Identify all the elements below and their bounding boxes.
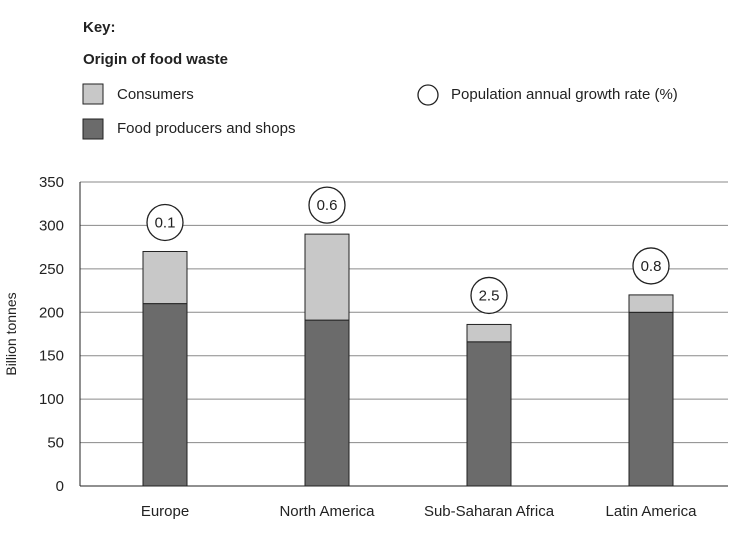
- y-tick-label: 100: [39, 391, 64, 408]
- x-axis-labels: Europe North America Sub-Saharan Africa Lat…: [141, 503, 697, 520]
- bar-segment: [304, 233, 350, 321]
- growth-rate-label: 0.1: [155, 214, 176, 231]
- bar-segment: [142, 303, 188, 487]
- growth-rate-circle: [470, 276, 508, 315]
- y-tick-label: 300: [39, 217, 64, 234]
- legend-title: Key:: [83, 19, 116, 36]
- legend-label-growth-rate: Population annual growth rate (%): [451, 86, 678, 103]
- bar-segment: [142, 250, 188, 305]
- legend: Key: Origin of food waste Consumers Food…: [82, 19, 678, 140]
- bar-segment: [628, 294, 674, 313]
- gridlines: [79, 181, 728, 487]
- bar-segment: [628, 311, 674, 487]
- y-tick-label: 350: [39, 174, 64, 191]
- growth-rate-label: 0.8: [641, 258, 662, 275]
- y-axis-ticks: 0 50 100 150 200 250 300 350: [39, 174, 64, 495]
- legend-label-consumers: Consumers: [117, 86, 194, 103]
- legend-swatch-consumers: [82, 83, 104, 105]
- y-tick-label: 50: [47, 435, 64, 452]
- legend-circle-growth-rate: [417, 84, 439, 106]
- x-tick-label: Sub-Saharan Africa: [424, 503, 555, 520]
- x-tick-label: Latin America: [606, 503, 698, 520]
- legend-swatch-food-producers: [82, 118, 104, 140]
- growth-rate-circle: [632, 247, 670, 285]
- legend-subtitle: Origin of food waste: [83, 51, 228, 68]
- growth-rate-label: 0.6: [317, 197, 338, 214]
- growth-rate-circle: [146, 203, 184, 242]
- y-axis-label: Billion tonnes: [3, 292, 19, 375]
- y-tick-label: 0: [56, 478, 64, 495]
- x-tick-label: Europe: [141, 503, 189, 520]
- y-tick-label: 150: [39, 348, 64, 365]
- x-tick-label: North America: [279, 503, 375, 520]
- bars: [142, 233, 674, 487]
- legend-label-food-producers: Food producers and shops: [117, 120, 295, 137]
- y-tick-label: 250: [39, 261, 64, 278]
- bar-segment: [466, 323, 512, 343]
- y-tick-label: 200: [39, 304, 64, 321]
- growth-rate-label: 2.5: [479, 287, 500, 304]
- growth-rate-annotations: 0.1 0.6 2.5 0.8: [146, 186, 670, 315]
- growth-rate-circle: [308, 186, 346, 224]
- bar-segment: [304, 319, 350, 487]
- bar-segment: [466, 341, 512, 487]
